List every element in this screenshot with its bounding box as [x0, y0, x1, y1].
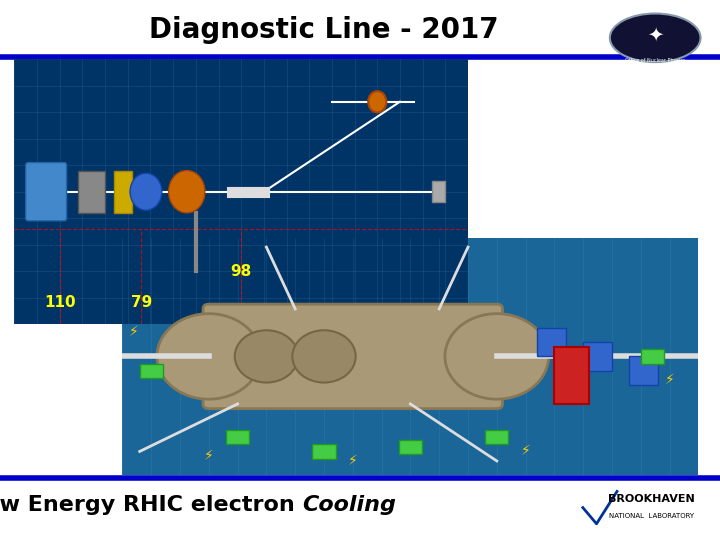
Text: ⚡: ⚡	[665, 373, 675, 387]
FancyBboxPatch shape	[203, 304, 503, 409]
Circle shape	[292, 330, 356, 382]
Circle shape	[445, 314, 549, 399]
Bar	[122, 238, 698, 475]
Circle shape	[368, 91, 387, 112]
Bar	[399, 440, 422, 454]
Text: 98: 98	[230, 264, 252, 279]
Text: ⚡: ⚡	[129, 326, 139, 340]
Text: NATIONAL  LABORATORY: NATIONAL LABORATORY	[608, 512, 694, 519]
Bar	[432, 181, 445, 202]
Text: ✦: ✦	[647, 25, 663, 44]
Text: 79: 79	[131, 295, 152, 310]
Circle shape	[130, 173, 162, 210]
Bar	[554, 347, 589, 404]
Text: Low Energy RHIC electron: Low Energy RHIC electron	[0, 495, 302, 515]
Text: Office of Nuclear Physics: Office of Nuclear Physics	[625, 58, 685, 63]
Bar	[312, 444, 336, 458]
Bar	[14, 59, 468, 324]
Bar	[140, 363, 163, 378]
FancyBboxPatch shape	[26, 163, 66, 221]
Circle shape	[157, 314, 261, 399]
Bar	[226, 430, 249, 444]
Bar	[629, 356, 658, 385]
Bar	[583, 342, 612, 370]
Text: 110: 110	[44, 295, 76, 310]
Ellipse shape	[610, 14, 701, 62]
Text: ⚡: ⚡	[348, 454, 358, 468]
Text: ⚡: ⚡	[521, 444, 531, 458]
Text: BROOKHAVEN: BROOKHAVEN	[608, 495, 695, 504]
Bar	[485, 430, 508, 444]
Bar	[114, 171, 132, 213]
Text: Cooling: Cooling	[302, 495, 396, 515]
Circle shape	[168, 171, 205, 213]
Text: Diagnostic Line - 2017: Diagnostic Line - 2017	[149, 16, 499, 44]
Bar	[537, 328, 566, 356]
Bar	[78, 171, 105, 213]
Bar	[641, 349, 664, 363]
Circle shape	[235, 330, 298, 382]
Text: ⚡: ⚡	[204, 449, 214, 463]
